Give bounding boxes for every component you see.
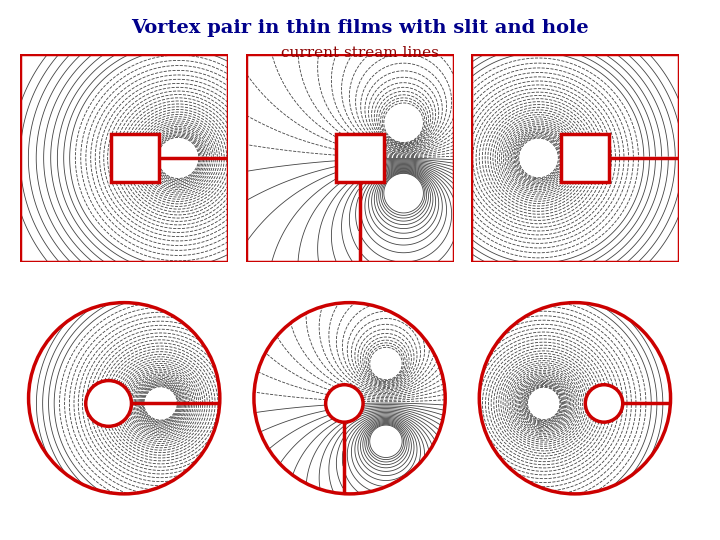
Bar	[111, 134, 158, 182]
Text: Vortex pair in thin films with slit and hole: Vortex pair in thin films with slit and …	[131, 19, 589, 37]
Bar	[562, 134, 609, 182]
Bar	[336, 134, 384, 182]
Text: current stream lines: current stream lines	[281, 46, 439, 60]
Circle shape	[325, 384, 363, 422]
Circle shape	[585, 384, 623, 422]
Circle shape	[86, 381, 132, 426]
